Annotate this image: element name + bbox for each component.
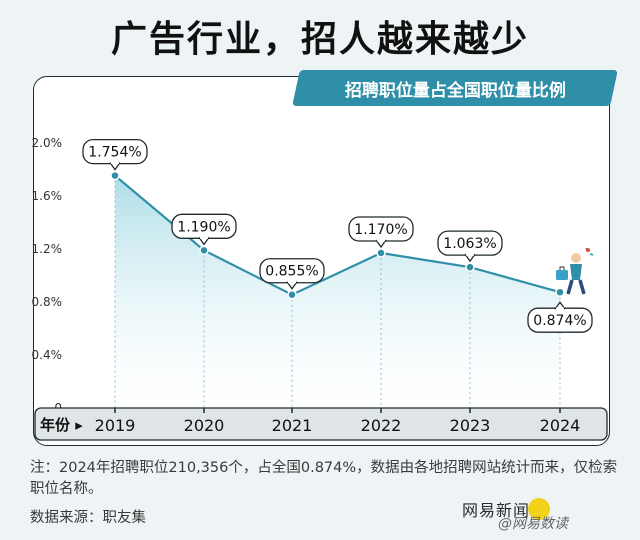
data-point [376, 248, 386, 258]
watermark: 网易新闻 [462, 501, 531, 520]
x-axis-bar [34, 407, 608, 441]
x-tick-label: 2019 [95, 416, 136, 435]
x-axis-label: 年份 ▸ [40, 416, 83, 434]
data-label: 0.855% [265, 264, 318, 280]
area-fill [115, 175, 560, 408]
walking-person-icon [556, 247, 594, 295]
x-tick-label: 2022 [361, 416, 402, 435]
y-tick-label: 2.0% [32, 136, 63, 150]
x-tick-label: 2021 [272, 416, 313, 435]
data-source: 数据来源：职友集 [30, 510, 146, 526]
y-tick-label: 0.8% [32, 295, 63, 309]
data-label: 1.063% [443, 236, 496, 252]
data-label-pointer [375, 239, 387, 249]
y-tick-label: 0.4% [32, 348, 63, 362]
data-label-pointer [464, 253, 476, 263]
data-label: 1.170% [354, 222, 407, 238]
data-label: 1.754% [88, 145, 141, 161]
data-label: 0.874% [533, 313, 586, 329]
x-tick-label: 2024 [540, 416, 581, 435]
data-label-pointer [554, 301, 566, 310]
watermark-dot [528, 498, 550, 520]
page-title: 广告行业，招人越来越少 [110, 19, 529, 60]
y-tick-label: 1.6% [32, 189, 63, 203]
data-point [465, 262, 475, 272]
data-label-pointer [198, 236, 210, 246]
data-label-pointer [109, 162, 121, 171]
data-label: 1.190% [177, 219, 230, 235]
data-point [199, 245, 209, 256]
x-tick-label: 2020 [184, 416, 225, 435]
data-label-pointer [286, 281, 298, 290]
data-point [287, 289, 297, 300]
data-point [555, 287, 565, 297]
y-tick-label: 1.2% [32, 242, 63, 256]
x-tick-label: 2023 [450, 416, 491, 435]
data-point [110, 170, 120, 181]
watermark-sub: @网易数读 [498, 516, 568, 532]
footnote: 注：2024年招聘职位210,356个，占全国0.874%，数据由各地招聘网站统… [30, 460, 618, 497]
